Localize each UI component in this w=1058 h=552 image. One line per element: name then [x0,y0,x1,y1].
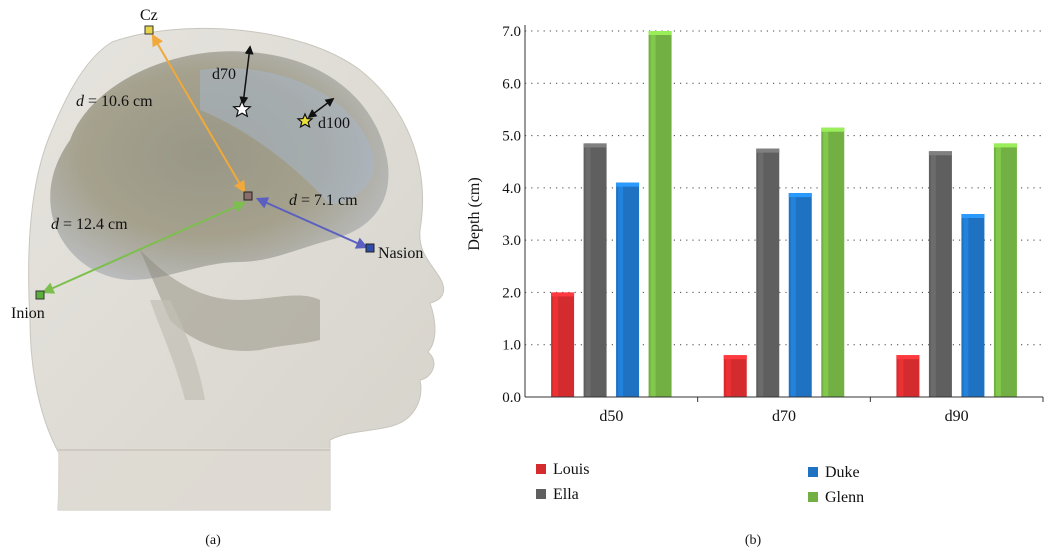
bar-cap-louis-d50 [551,292,575,297]
nasion-distance-equals: = [297,192,314,209]
axes [524,25,1044,402]
y-tick-label: 5.0 [502,129,521,145]
bar-cap-louis-d90 [896,355,920,360]
bar-highlight-glenn-d90 [995,143,1001,397]
d70-star-icon [232,99,252,118]
head-illustration-panel: Cz Nasion Inion d70 d100 d = 10.6 cm d =… [11,7,445,548]
cz-label: Cz [140,7,158,24]
d100-depth-arrow [307,97,335,119]
cz-landmark-marker [144,25,154,35]
legend-swatch-duke [808,467,818,477]
legend: Louis Ella Duke Glenn [536,461,864,506]
y-tick-label: 1.0 [502,338,521,354]
panel-a-caption: (a) [205,533,221,548]
bar-highlight-ella-d70 [758,148,764,397]
x-tick-label: d70 [772,408,796,425]
nasion-distance-label: d = 7.1 cm [289,192,358,209]
tick-labels: 0.0 1.0 2.0 3.0 4.0 5.0 6.0 7.0 d50 d70 d90 [502,24,968,425]
x-tick-label: d50 [599,408,623,425]
d70-label: d70 [212,66,236,83]
legend-label-glenn: Glenn [825,489,864,506]
bar-cap-duke-d50 [616,182,640,187]
y-tick-label: 7.0 [502,24,521,40]
legend-swatch-ella [536,489,546,499]
inion-distance-equals: = [59,216,76,233]
bar-cap-glenn-d90 [993,143,1017,148]
bar-cap-ella-d90 [928,151,952,156]
inion-label: Inion [11,305,45,322]
bar-highlight-ella-d90 [930,151,936,397]
inion-distance-label: d = 12.4 cm [51,216,128,233]
cz-distance-label: d = 10.6 cm [76,93,153,110]
y-tick-label: 3.0 [502,233,521,249]
nasion-landmark-marker [365,243,375,253]
y-tick-label: 0.0 [502,390,521,406]
jaw-structure [140,250,320,351]
inion-distance-arrow [41,201,247,294]
panel-b-caption: (b) [745,533,762,548]
bar-highlight-glenn-d50 [650,31,656,397]
bar-cap-ella-d50 [583,143,607,148]
bar-highlight-duke-d70 [790,193,796,397]
y-tick-label: 4.0 [502,181,521,197]
d100-star-icon [296,112,314,129]
inion-distance-value: 12.4 cm [76,216,128,233]
bar-cap-duke-d70 [788,193,812,198]
bar-cap-louis-d70 [723,355,747,360]
inion-distance-symbol: d [51,216,60,233]
d100-label: d100 [318,115,350,132]
nasion-distance-symbol: d [289,192,298,209]
bar-highlight-duke-d50 [618,182,624,397]
nasion-distance-value: 7.1 cm [314,192,358,209]
bar-highlight-glenn-d70 [823,127,829,397]
cz-distance-value: 10.6 cm [101,93,153,110]
bar-highlight-ella-d50 [585,143,591,397]
bar-cap-duke-d90 [961,214,985,218]
center-point-marker [243,191,253,201]
neck-band [58,448,330,510]
inion-landmark-marker [35,290,45,300]
bar-highlight-louis-d70 [725,355,731,397]
nasion-label: Nasion [378,245,423,262]
bar-highlight-louis-d50 [553,292,559,397]
bar-cap-ella-d70 [756,148,780,153]
spine-structure [150,300,205,400]
bar-highlight-louis-d90 [898,355,904,397]
cz-distance-arrow [151,33,246,194]
cz-distance-equals: = [84,93,101,110]
legend-label-ella: Ella [553,486,579,503]
y-tick-label: 6.0 [502,76,521,92]
bar-cap-glenn-d70 [821,127,845,132]
cz-distance-symbol: d [76,93,85,110]
legend-label-duke: Duke [825,464,860,481]
bar-highlight-duke-d90 [963,214,969,397]
y-tick-label: 2.0 [502,285,521,301]
d70-depth-arrow [239,45,254,106]
bar-cap-glenn-d50 [648,31,672,35]
x-tick-label: d90 [945,408,969,425]
bars [551,31,1017,397]
nasion-distance-arrow [255,197,369,249]
legend-swatch-glenn [808,492,818,502]
legend-label-louis: Louis [553,461,589,478]
legend-swatch-louis [536,464,546,474]
y-axis-label: Depth (cm) [466,177,483,250]
depth-bar-chart: 0.0 1.0 2.0 3.0 4.0 5.0 6.0 7.0 d50 d70 d90 Depth … [466,24,1044,548]
